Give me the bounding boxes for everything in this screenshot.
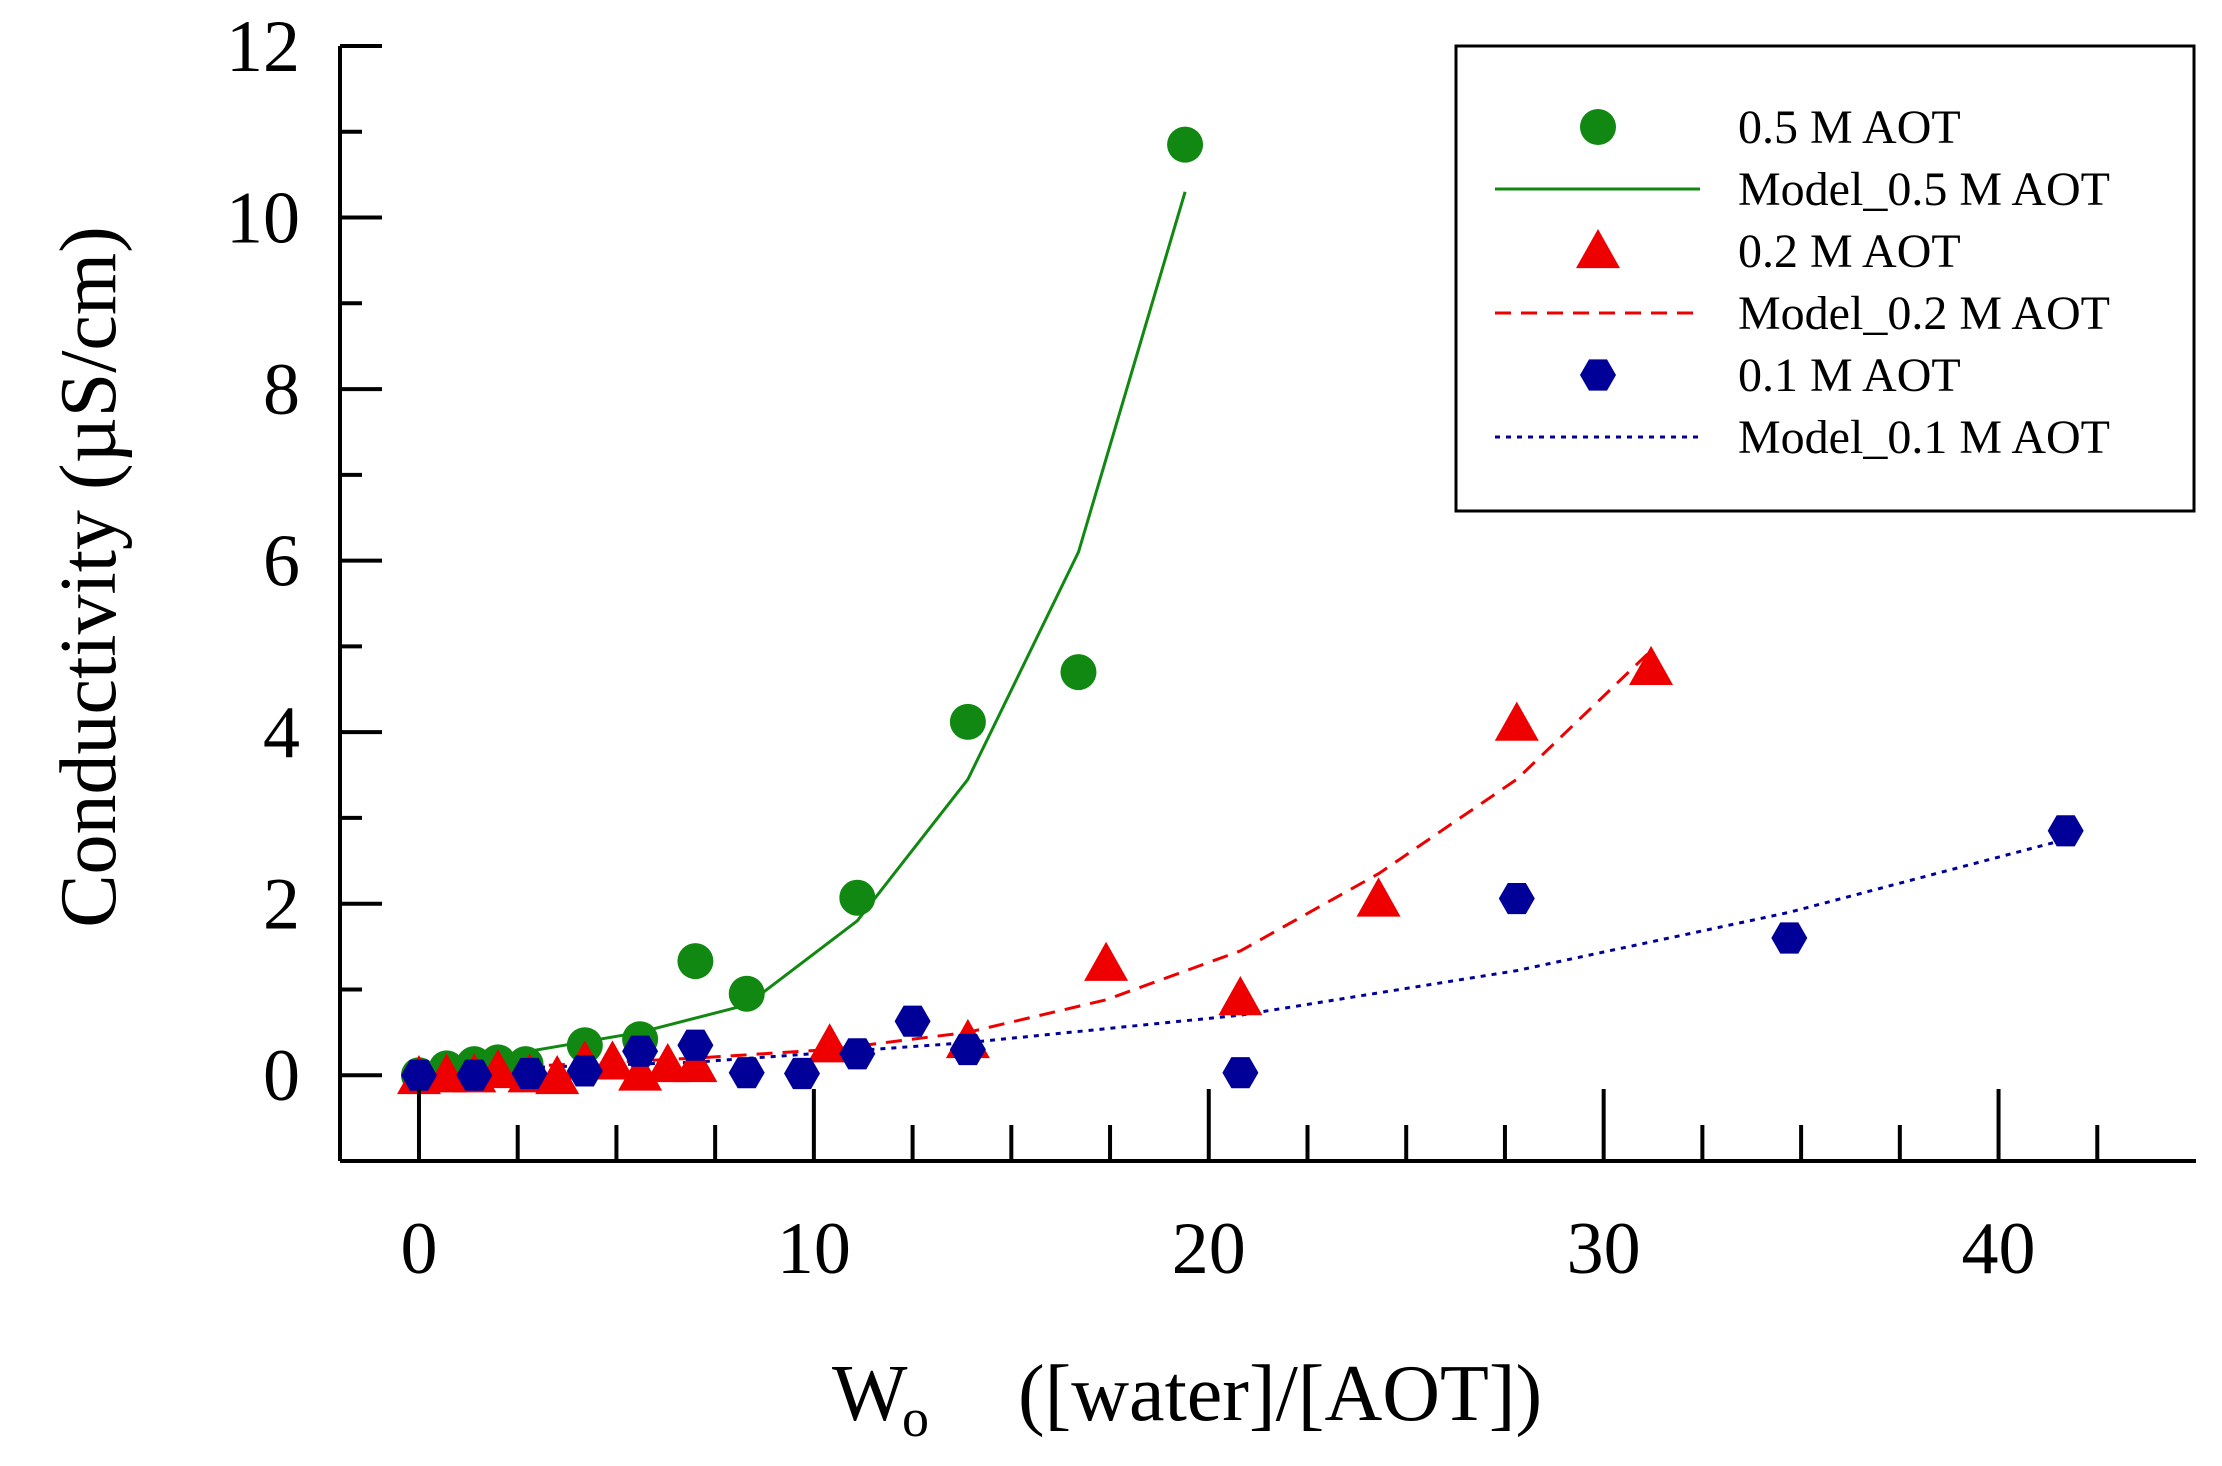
data-point <box>949 1033 986 1066</box>
data-point <box>456 1059 493 1091</box>
data-point <box>949 703 986 740</box>
data-point <box>424 1053 469 1093</box>
data-point <box>1498 883 1535 915</box>
data-point <box>1060 654 1097 691</box>
x-axis-label-rest: ([water]/[AOT]) <box>1018 1350 1542 1438</box>
series-points-2 <box>401 815 2084 1091</box>
x-tick-label: 30 <box>1567 1208 1641 1290</box>
legend-item: 0.5 M AOT <box>1580 101 1961 154</box>
data-point <box>728 975 765 1012</box>
y-tick-label: 8 <box>263 349 300 431</box>
series-layer <box>396 126 2084 1095</box>
series-line-0 <box>418 191 1187 1070</box>
data-point <box>1356 877 1401 917</box>
data-point <box>1167 126 1204 163</box>
x-tick-label: 20 <box>1172 1208 1246 1290</box>
data-point <box>622 1035 659 1067</box>
legend-label: 0.5 M AOT <box>1738 101 1961 154</box>
y-tick-label: 6 <box>263 521 300 603</box>
data-point <box>839 1038 876 1070</box>
axis-layer: 0 2 4 6 8 10 12 0 10 20 30 40 <box>226 6 2100 1290</box>
data-point <box>1629 645 1674 685</box>
legend: 0.5 M AOT Model_0.5 M AOT 0.2 M AOT Model_0… <box>1454 44 2196 513</box>
series-points-1 <box>396 645 1674 1095</box>
legend-item: Model_0.2 M AOT <box>1495 287 2110 340</box>
x-axis-label-main: W <box>832 1350 908 1438</box>
data-point <box>1771 922 1808 954</box>
legend-item: 0.2 M AOT <box>1576 225 1961 278</box>
x-tick-label: 0 <box>400 1208 437 1290</box>
plot-frame <box>338 46 2196 1163</box>
series-line-1 <box>418 649 1653 1073</box>
data-point <box>728 1057 765 1089</box>
data-point <box>673 1042 718 1083</box>
data-point <box>511 1057 548 1090</box>
x-tick-label: 10 <box>777 1208 851 1290</box>
x-axis-label: W o ([water]/[AOT]) <box>832 1350 1542 1448</box>
data-point <box>894 1005 931 1037</box>
data-point <box>1494 701 1539 741</box>
data-point <box>1218 976 1263 1016</box>
y-tick-label: 10 <box>226 178 300 260</box>
data-point <box>784 1057 820 1090</box>
data-point <box>401 1059 437 1091</box>
legend-symbol <box>1576 229 1620 269</box>
data-point <box>1084 941 1129 981</box>
legend-label: Model_0.5 M AOT <box>1738 163 2110 216</box>
legend-item: Model_0.5 M AOT <box>1495 163 2110 216</box>
data-point <box>677 1029 714 1061</box>
y-tick-label: 0 <box>263 1035 300 1117</box>
legend-symbol <box>1580 359 1616 391</box>
y-axis-label: Conductivity (µS/cm) <box>45 226 133 928</box>
data-point <box>1222 1057 1259 1089</box>
data-point <box>566 1055 603 1087</box>
x-tick-label: 40 <box>1962 1208 2036 1290</box>
data-point <box>677 943 714 980</box>
y-tick-label: 4 <box>263 692 300 774</box>
series-points-0 <box>400 126 1204 1094</box>
legend-item: Model_0.1 M AOT <box>1495 411 2110 464</box>
legend-label: Model_0.1 M AOT <box>1738 411 2110 464</box>
legend-label: 0.2 M AOT <box>1738 225 1961 278</box>
data-point <box>535 1054 580 1095</box>
data-point <box>839 879 876 916</box>
x-axis-label-subscript: o <box>902 1388 929 1448</box>
legend-label: Model_0.2 M AOT <box>1738 287 2110 340</box>
data-point <box>2047 815 2084 847</box>
legend-label: 0.1 M AOT <box>1738 349 1961 402</box>
legend-symbol <box>1580 109 1616 145</box>
y-tick-label: 2 <box>263 864 300 946</box>
series-line-2 <box>418 837 2067 1073</box>
y-tick-label: 12 <box>226 6 300 88</box>
data-point <box>645 1042 690 1083</box>
legend-box <box>1454 44 2196 513</box>
legend-item: 0.1 M AOT <box>1580 349 1961 402</box>
